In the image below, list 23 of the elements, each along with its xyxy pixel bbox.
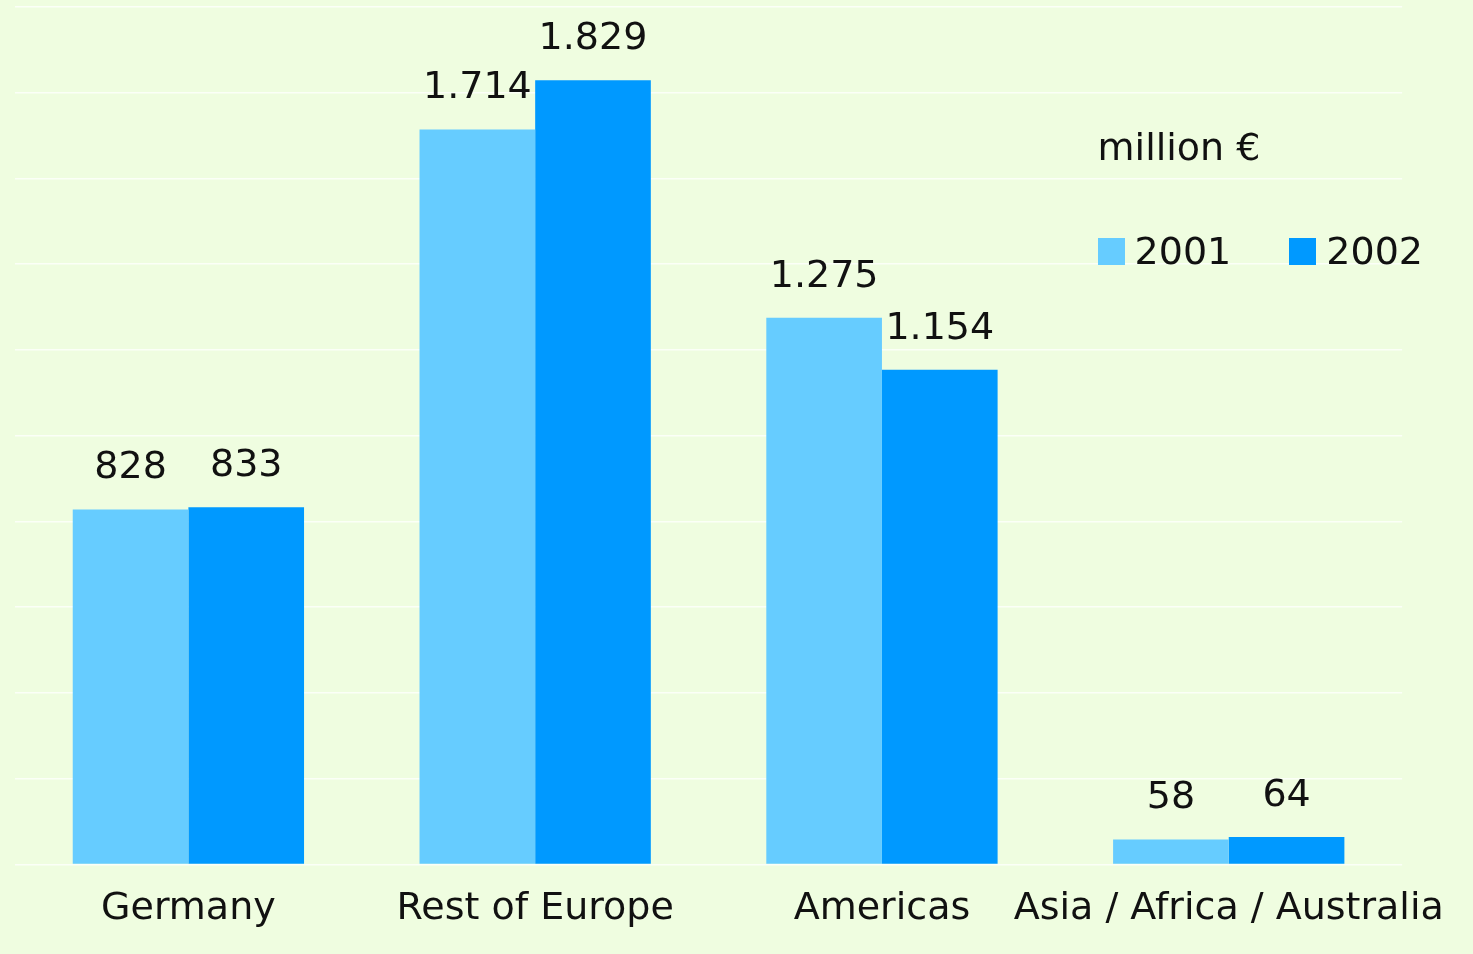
legend-title: million € — [1097, 125, 1262, 169]
data-label: 833 — [209, 441, 283, 486]
bar — [766, 317, 882, 864]
data-label: 1.714 — [422, 63, 532, 108]
bar — [419, 129, 536, 864]
bar — [881, 369, 998, 864]
bar — [1228, 836, 1345, 864]
x-tick-label: Asia / Africa / Australia — [1013, 884, 1444, 929]
data-label: 58 — [1146, 773, 1196, 818]
legend-label: 2002 — [1326, 229, 1423, 273]
data-label: 1.275 — [769, 251, 879, 296]
bar — [188, 507, 305, 864]
bar — [72, 509, 189, 864]
legend-label: 2001 — [1134, 229, 1232, 273]
x-tick-label: Americas — [793, 884, 971, 929]
bar — [535, 80, 651, 864]
data-label: 1.829 — [538, 14, 648, 59]
x-tick-label: Rest of Europe — [396, 884, 674, 929]
bar — [1113, 839, 1229, 864]
data-label: 1.154 — [885, 303, 995, 348]
data-label: 828 — [94, 443, 167, 488]
x-tick-label: Germany — [101, 884, 276, 929]
data-label: 64 — [1262, 770, 1311, 815]
